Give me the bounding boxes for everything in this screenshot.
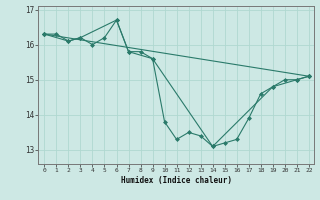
X-axis label: Humidex (Indice chaleur): Humidex (Indice chaleur) [121,176,231,185]
